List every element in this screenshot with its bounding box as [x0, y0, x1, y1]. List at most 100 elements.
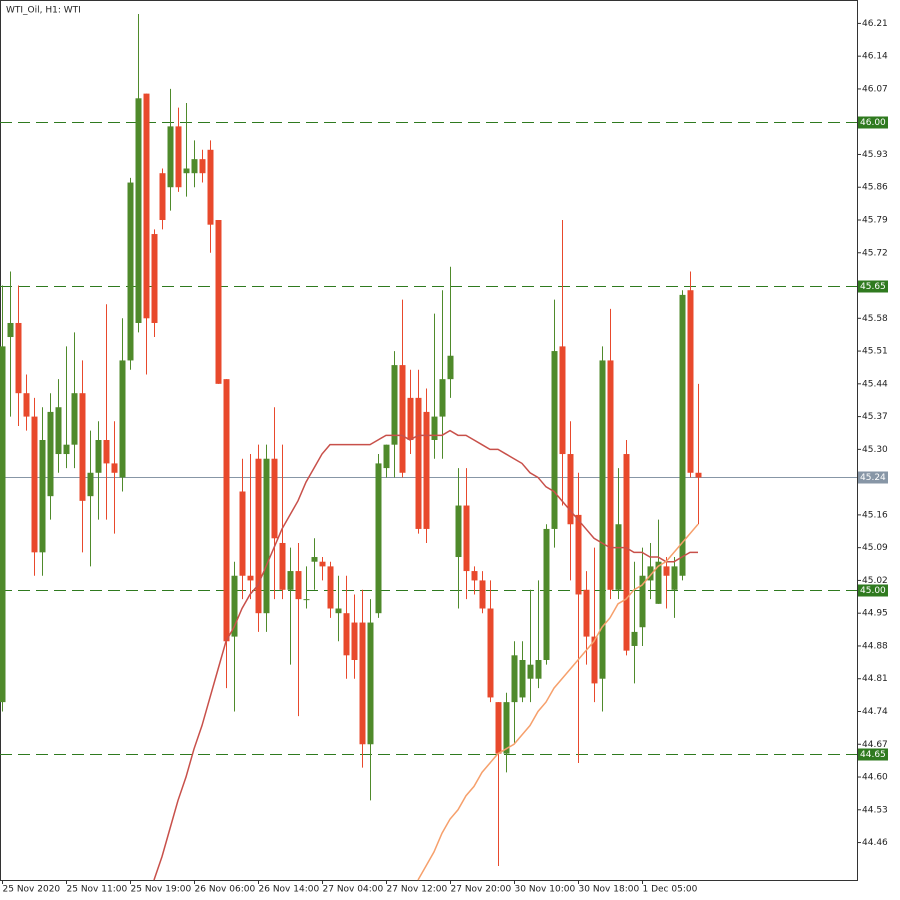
candle-body: [383, 444, 390, 469]
x-tick-label: 1 Dec 05:00: [643, 885, 698, 895]
candle-body: [695, 472, 702, 478]
candle-body: [143, 93, 150, 319]
candle-body: [407, 397, 414, 440]
x-tick-label: 25 Nov 11:00: [67, 885, 128, 895]
candle-body: [239, 491, 246, 576]
candle-body: [511, 655, 518, 703]
x-tick-label: 25 Nov 19:00: [131, 885, 192, 895]
candle-body: [87, 472, 94, 497]
candle-body: [495, 702, 502, 754]
y-tick-label: 44.67: [862, 740, 888, 750]
candle-body: [583, 589, 590, 637]
y-tick-label: 44.81: [862, 674, 888, 684]
candle-body: [55, 407, 62, 455]
candle-body: [311, 557, 318, 562]
candle-body: [303, 599, 310, 601]
level-box: [858, 280, 888, 293]
candle-body: [295, 571, 302, 600]
candle-body: [335, 608, 342, 614]
candle-body: [559, 346, 566, 455]
candle-body: [151, 234, 158, 323]
candle-body: [247, 575, 254, 581]
y-tick-label: 45.58: [862, 314, 888, 324]
y-tick-label: 45.44: [862, 379, 888, 389]
y-tick-label: 45.09: [862, 543, 888, 553]
y-tick-label: 46.21: [862, 19, 888, 29]
candle-body: [39, 440, 46, 553]
y-tick-label: 45.30: [862, 445, 888, 455]
candle-body: [687, 290, 694, 473]
candle-body: [351, 622, 358, 660]
candle-body: [431, 416, 438, 440]
candle-body: [135, 98, 142, 323]
x-tick-label: 26 Nov 14:00: [259, 885, 320, 895]
y-tick-label: 44.46: [862, 838, 888, 848]
candle-body: [591, 636, 598, 684]
candle-body: [63, 444, 70, 455]
candle-body: [567, 454, 574, 525]
candle-body: [607, 360, 614, 590]
y-tick-label: 45.37: [862, 412, 888, 422]
candle-body: [623, 454, 630, 651]
y-tick-label: 45.72: [862, 248, 888, 258]
candle-body: [175, 126, 182, 188]
candle-body: [543, 528, 550, 660]
candle-body: [535, 660, 542, 679]
x-tick-label: 26 Nov 06:00: [195, 885, 256, 895]
candle-body: [7, 322, 14, 338]
x-tick-label: 30 Nov 10:00: [515, 885, 576, 895]
x-tick-label: 25 Nov 2020: [3, 885, 61, 895]
level-box: [858, 116, 888, 129]
candle-body: [31, 416, 38, 553]
candle-body: [119, 360, 126, 478]
candle-body: [479, 580, 486, 609]
candle-body: [207, 149, 214, 225]
candle-body: [319, 561, 326, 567]
y-tick-label: 44.53: [862, 805, 888, 815]
moving-average: [417, 523, 699, 881]
y-tick-label: 45.16: [862, 510, 888, 520]
candle-body: [15, 322, 22, 394]
y-tick-label: 45.51: [862, 347, 888, 357]
candle-body: [263, 458, 270, 614]
candle-body: [487, 608, 494, 698]
level-label: 45.00: [860, 586, 886, 596]
level-box: [858, 748, 888, 761]
candle-body: [343, 613, 350, 656]
x-tick-label: 30 Nov 18:00: [579, 885, 640, 895]
candle-body: [79, 393, 86, 501]
candle-body: [167, 126, 174, 188]
candle-body: [375, 463, 382, 614]
last-price-label: 45.24: [860, 473, 886, 483]
candle-body: [215, 220, 222, 384]
candle-body: [95, 440, 102, 473]
candle-body: [655, 561, 662, 604]
level-label: 46.00: [860, 118, 886, 128]
level-box: [858, 584, 888, 597]
candle-body: [271, 458, 278, 539]
candle-body: [199, 159, 206, 174]
candle-body: [631, 631, 638, 646]
candle-body: [551, 351, 558, 529]
candle-body: [279, 542, 286, 590]
y-tick-label: 45.93: [862, 150, 888, 160]
candle-body: [223, 379, 230, 642]
candle-body: [639, 575, 646, 628]
candle-body: [663, 566, 670, 576]
candle-body: [439, 379, 446, 417]
candle-body: [423, 411, 430, 529]
candle-body: [671, 566, 678, 590]
candle-body: [647, 566, 654, 581]
y-tick-label: 46.07: [862, 84, 888, 94]
candle-body: [575, 514, 582, 595]
candle-body: [527, 664, 534, 679]
candle-body: [359, 622, 366, 745]
candle-body: [127, 182, 134, 361]
candle-body: [471, 571, 478, 581]
y-tick-label: 45.02: [862, 576, 888, 586]
candle-body: [367, 622, 374, 745]
y-tick-label: 45.79: [862, 216, 888, 226]
x-tick-label: 27 Nov 12:00: [387, 885, 448, 895]
candle-body: [327, 566, 334, 609]
